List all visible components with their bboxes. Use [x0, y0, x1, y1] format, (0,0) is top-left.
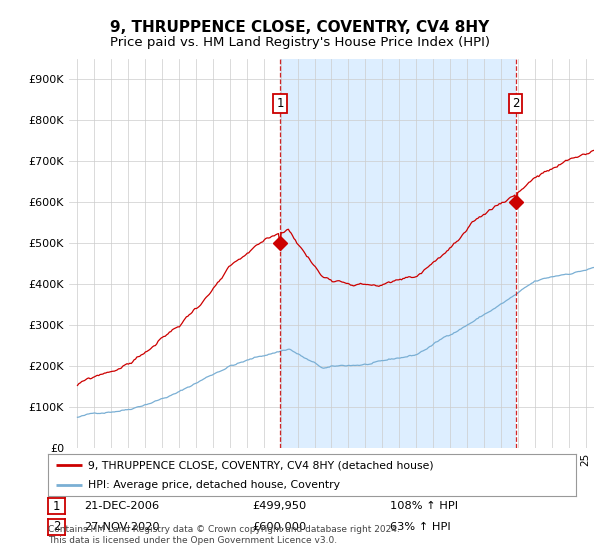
Text: Price paid vs. HM Land Registry's House Price Index (HPI): Price paid vs. HM Land Registry's House … [110, 36, 490, 49]
Text: 2: 2 [512, 97, 520, 110]
Text: £600,000: £600,000 [252, 522, 306, 532]
Text: 27-NOV-2020: 27-NOV-2020 [84, 522, 160, 532]
Text: 108% ↑ HPI: 108% ↑ HPI [390, 501, 458, 511]
Text: £499,950: £499,950 [252, 501, 306, 511]
Text: 9, THRUPPENCE CLOSE, COVENTRY, CV4 8HY: 9, THRUPPENCE CLOSE, COVENTRY, CV4 8HY [110, 20, 490, 35]
Text: 2: 2 [53, 520, 60, 534]
Text: 21-DEC-2006: 21-DEC-2006 [84, 501, 159, 511]
Bar [280, 59, 515, 448]
Text: 9, THRUPPENCE CLOSE, COVENTRY, CV4 8HY (detached house): 9, THRUPPENCE CLOSE, COVENTRY, CV4 8HY (… [88, 460, 433, 470]
Text: 1: 1 [276, 97, 284, 110]
Text: 1: 1 [53, 500, 60, 513]
Text: HPI: Average price, detached house, Coventry: HPI: Average price, detached house, Cove… [88, 480, 340, 490]
Text: 63% ↑ HPI: 63% ↑ HPI [390, 522, 451, 532]
Text: Contains HM Land Registry data © Crown copyright and database right 2024.
This d: Contains HM Land Registry data © Crown c… [48, 525, 400, 545]
